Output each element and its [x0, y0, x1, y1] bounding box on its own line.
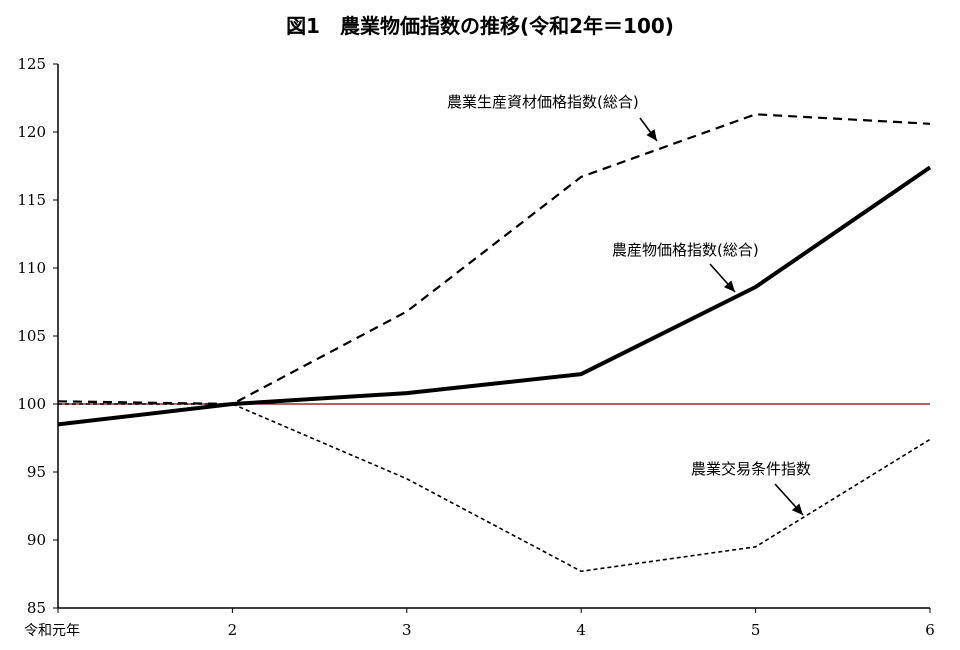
chart-title: 図1 農業物価指数の推移(令和2年＝100) [286, 14, 674, 38]
axis-layer: 85 90 95 100 105 110 115 120 125 令和元年 2 3 4 5 6 [17, 55, 934, 639]
y-tick-label: 110 [17, 259, 46, 277]
series-line-products [57, 165, 932, 427]
y-tick-label: 120 [17, 123, 46, 141]
y-tick-label: 105 [17, 327, 46, 345]
x-tick-label: 6 [925, 621, 935, 639]
annotation-layer: 農業生産資材価格指数(総合) 農産物価格指数(総合) 農業交易条件指数 [447, 93, 811, 516]
y-tick-label: 95 [27, 463, 46, 481]
series-label-terms: 農業交易条件指数 [691, 460, 811, 478]
y-tick-label: 125 [17, 55, 46, 73]
series-line-materials [57, 113, 931, 406]
series-layer [57, 113, 932, 573]
y-tick-label: 115 [17, 191, 46, 209]
arrowhead-icon [646, 129, 657, 141]
series-label-materials: 農業生産資材価格指数(総合) [447, 93, 639, 111]
arrowhead-icon [723, 280, 735, 292]
y-tick-label: 85 [27, 599, 46, 617]
y-tick-label: 100 [17, 395, 46, 413]
x-tick-label: 3 [402, 621, 412, 639]
series-label-products: 農産物価格指数(総合) [612, 241, 759, 259]
y-tick-label: 90 [27, 531, 46, 549]
x-tick-label: 2 [228, 621, 238, 639]
arrowhead-icon [791, 503, 803, 515]
x-tick-label: 5 [751, 621, 761, 639]
series-line-terms [58, 403, 931, 573]
x-tick-label: 令和元年 [24, 623, 80, 639]
x-tick-label: 4 [576, 621, 586, 639]
